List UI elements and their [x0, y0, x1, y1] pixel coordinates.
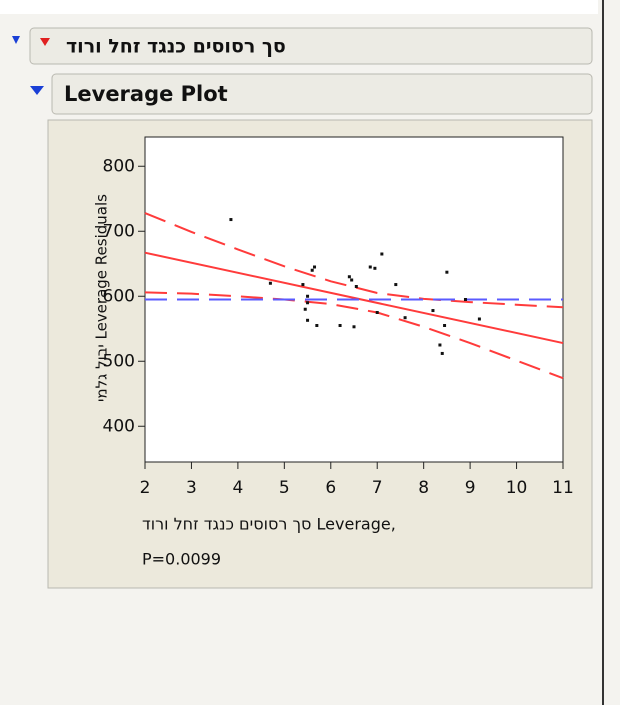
point [438, 343, 442, 347]
point [443, 324, 447, 327]
y-axis-label: יבול גלמי Leverage Residuals [93, 194, 111, 402]
point [463, 298, 467, 301]
point [268, 281, 272, 285]
point [306, 294, 310, 298]
point [338, 324, 342, 327]
y-tick-label: 600 [103, 286, 135, 306]
disclosure-icon[interactable] [12, 36, 20, 44]
section-header[interactable] [51, 73, 593, 115]
section-title: Leverage Plot [64, 82, 228, 106]
point [315, 324, 319, 327]
x-tick-label: 2 [140, 478, 151, 498]
y-tick-label: 500 [103, 351, 135, 371]
p-value: P=0.0099 [142, 550, 221, 569]
panel-header[interactable] [29, 27, 593, 65]
point [373, 266, 377, 270]
point [380, 252, 384, 256]
point [440, 351, 444, 355]
point [347, 275, 351, 279]
point [394, 283, 398, 287]
confidence-curve [144, 212, 564, 309]
point [375, 311, 379, 314]
point [350, 278, 354, 282]
point [477, 317, 481, 321]
x-tick-label: 6 [325, 478, 336, 498]
point [445, 270, 449, 274]
x-tick-label: 5 [279, 478, 290, 498]
point [368, 265, 372, 269]
x-axis-label: סך רסוסים כנגד זחל ורוד Leverage, [142, 515, 396, 534]
point [352, 325, 356, 329]
fit-line [144, 251, 564, 345]
point [431, 309, 435, 313]
x-tick-label: 9 [465, 478, 476, 498]
point [229, 218, 233, 222]
disclosure-icon[interactable] [30, 86, 44, 95]
point [403, 316, 407, 320]
point [310, 268, 314, 272]
x-tick-label: 10 [506, 478, 528, 498]
point [306, 301, 310, 305]
point [303, 307, 307, 311]
x-tick-label: 11 [552, 478, 574, 498]
y-tick-label: 800 [103, 156, 135, 176]
point [354, 285, 358, 288]
x-tick-label: 7 [372, 478, 383, 498]
x-tick-label: 8 [418, 478, 429, 498]
y-tick-label: 700 [103, 221, 135, 241]
x-tick-label: 3 [186, 478, 197, 498]
y-tick-label: 400 [103, 416, 135, 436]
top-strip [0, 0, 598, 14]
point [306, 318, 310, 322]
confidence-curve [144, 291, 564, 380]
point [301, 283, 305, 287]
menu-icon[interactable] [40, 38, 50, 46]
panel-title: סך רסוסים כנגד זחל ורוד [66, 36, 286, 58]
point [313, 265, 317, 269]
x-tick-label: 4 [232, 478, 243, 498]
